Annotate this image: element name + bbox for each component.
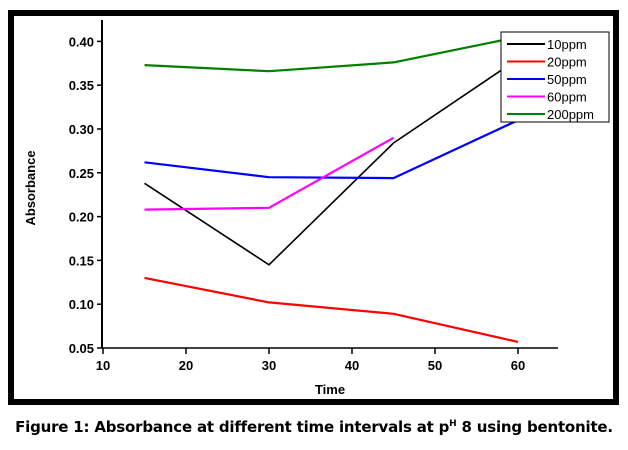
y-tick-label: 0.40 — [69, 34, 94, 49]
y-tick-label: 0.15 — [69, 253, 94, 268]
x-axis-title: Time — [315, 382, 345, 397]
legend: 10ppm 20ppm 50ppm 60ppm 200ppm — [500, 31, 610, 123]
caption-superscript: H — [449, 419, 457, 429]
x-tick-label: 10 — [96, 358, 110, 373]
legend-label: 50ppm — [547, 72, 587, 87]
y-tick-label: 0.05 — [69, 341, 94, 356]
x-tick-label: 50 — [428, 358, 442, 373]
series-line-200ppm — [144, 35, 519, 73]
legend-box — [500, 31, 610, 123]
series-line-10ppm — [144, 58, 519, 266]
axes: 0.05 0.10 0.15 0.20 0.25 0.30 0.35 0.40 10 20 30 40… — [69, 20, 558, 373]
x-tick-label: 40 — [345, 358, 359, 373]
series-line-20ppm — [144, 276, 519, 343]
x-tick-label: 60 — [511, 358, 525, 373]
series-layer — [144, 35, 519, 343]
y-tick-label: 0.35 — [69, 78, 94, 93]
series-line-50ppm — [144, 119, 519, 180]
y-tick-label: 0.10 — [69, 297, 94, 312]
legend-label: 200ppm — [547, 107, 594, 122]
y-tick-label: 0.25 — [69, 166, 94, 181]
legend-label: 20ppm — [547, 55, 587, 70]
figure-caption: Figure 1: Absorbance at different time i… — [0, 418, 628, 436]
line-chart: 0.05 0.10 0.15 0.20 0.25 0.30 0.35 0.40 10 20 30 40… — [23, 20, 610, 397]
y-tick-label: 0.30 — [69, 122, 94, 137]
caption-prefix: Figure 1: Absorbance at different time i… — [15, 418, 450, 436]
legend-label: 60ppm — [547, 90, 587, 105]
x-tick-label: 20 — [179, 358, 193, 373]
y-axis-title: Absorbance — [23, 150, 38, 225]
legend-label: 10ppm — [547, 37, 587, 52]
y-tick-label: 0.20 — [69, 210, 94, 225]
caption-suffix: 8 using bentonite. — [456, 418, 614, 436]
series-line-60ppm — [144, 136, 395, 211]
x-tick-label: 30 — [262, 358, 276, 373]
